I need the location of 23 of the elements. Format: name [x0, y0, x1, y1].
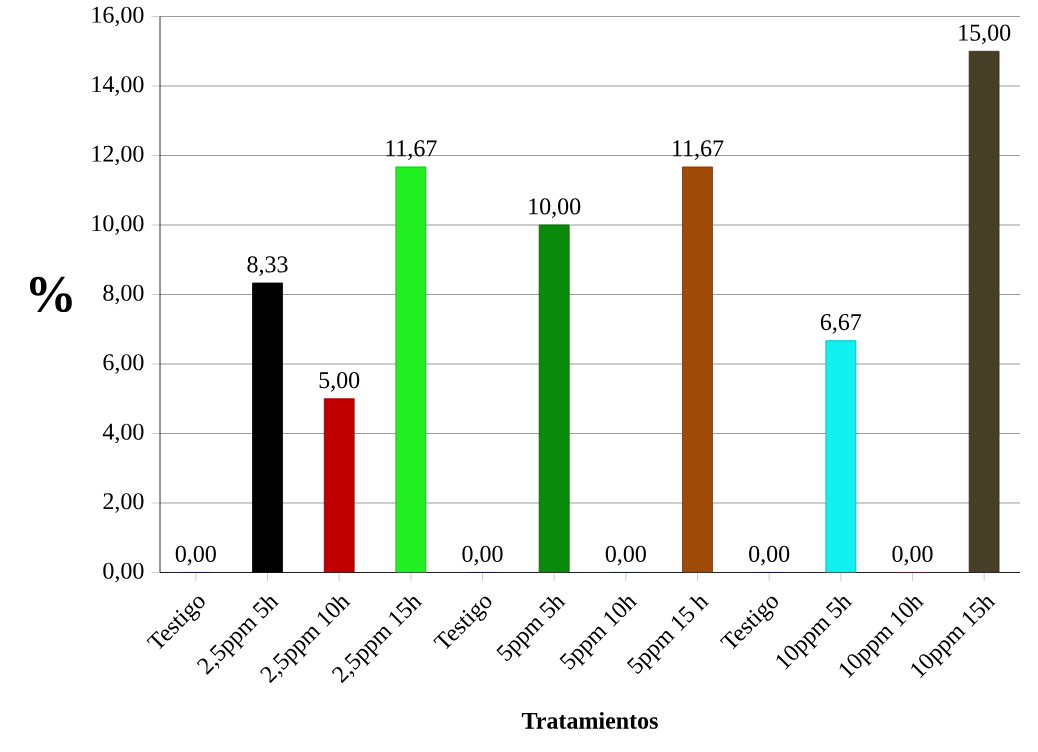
y-tick-label: 16,00	[92, 6, 144, 27]
x-axis-title: Tratamientos	[521, 711, 658, 729]
data-label: 8,33	[247, 256, 288, 276]
y-tick-label: 8,00	[103, 284, 144, 305]
data-label: 0,00	[605, 545, 646, 566]
y-tick-label: 12,00	[92, 145, 144, 166]
data-label: 0,00	[462, 545, 503, 566]
data-label: 0,00	[175, 545, 216, 566]
y-tick-label: 4,00	[102, 423, 144, 444]
y-tick-label: 6,00	[103, 353, 144, 374]
data-label: 11,67	[386, 140, 437, 160]
y-axis-title: %	[30, 276, 72, 312]
y-tick-label: 14,00	[92, 75, 144, 96]
data-label: 15,00	[959, 24, 1011, 44]
y-tick-label: 2,00	[103, 492, 144, 513]
data-label: 0,00	[749, 545, 790, 566]
data-label: 6,67	[820, 313, 862, 334]
data-label: 11,67	[673, 140, 724, 160]
data-label: 5,00	[319, 371, 360, 392]
y-tick-label: 0,00	[103, 562, 144, 583]
data-label: 0,00	[892, 545, 933, 566]
data-label: 10,00	[529, 198, 581, 218]
y-tick-label: 10,00	[92, 214, 144, 235]
